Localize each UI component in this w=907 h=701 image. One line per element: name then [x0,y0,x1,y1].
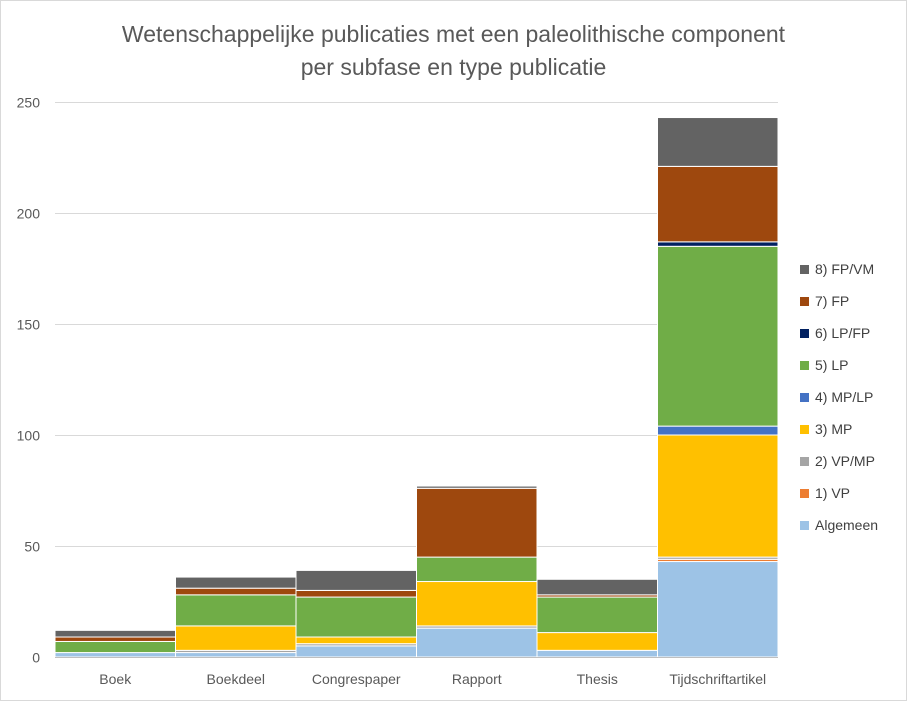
legend-item: 2) VP/MP [800,445,905,477]
legend-label: 3) MP [815,421,853,437]
bar-segment-congrespaper-7 [295,589,417,598]
bar-segment-rapport-7 [416,487,538,558]
legend-item: 5) LP [800,349,905,381]
legend-item: 6) LP/FP [800,317,905,349]
legend-swatch [800,424,809,434]
legend-label: 4) MP/LP [815,389,874,405]
bar-segment-rapport-8 [416,485,538,489]
legend-item: 3) MP [800,413,905,445]
legend-swatch [800,520,809,530]
bar-segment-congrespaper-5 [295,596,417,638]
y-tick-label-200: 200 [17,206,41,222]
legend-swatch [800,328,809,338]
legend-item: 1) VP [800,477,905,509]
bar-segment-tijdschriftartikel-7 [657,165,779,243]
bar-segment-thesis-8 [536,578,658,596]
legend-swatch [800,488,809,498]
legend-item: 4) MP/LP [800,381,905,413]
legend-item: Algemeen [800,509,905,541]
y-tick-label-50: 50 [24,539,40,555]
legend-label: 2) VP/MP [815,453,875,469]
bar-segment-boek-7 [54,636,176,642]
bar-segment-rapport-0 [416,627,538,658]
y-tick-label-150: 150 [17,317,41,333]
bar-segment-tijdschriftartikel-5 [657,245,779,427]
legend-swatch [800,392,809,402]
bar-segment-thesis-5 [536,596,658,634]
legend-label: Algemeen [815,517,879,533]
bar-segment-tijdschriftartikel-8 [657,117,779,167]
y-tick-label-0: 0 [32,650,40,666]
x-tick-label-rapport: Rapport [452,671,502,687]
bar-segment-boek-8 [54,629,176,638]
legend-swatch [800,296,809,306]
legend-label: 6) LP/FP [815,325,871,341]
bar-segment-boekdeel-8 [175,576,297,589]
bar-segment-boekdeel-0 [175,652,297,658]
chart-title-line-2: per subfase en type publicatie [300,54,607,80]
y-tick-label-250: 250 [17,95,41,111]
bar-segment-tijdschriftartikel-4 [657,425,779,436]
chart-title: Wetenschappelijke publicaties met een pa… [0,18,907,84]
x-tick-label-boek: Boek [99,671,132,687]
bar-segment-tijdschriftartikel-6 [657,241,779,247]
bar-segment-rapport-5 [416,556,538,583]
bar-segment-rapport-3 [416,581,538,627]
legend-label: 8) FP/VM [815,261,875,277]
bar-segment-boekdeel-5 [175,594,297,627]
bar-segment-tijdschriftartikel-0 [657,561,779,658]
x-tick-label-congrespaper: Congrespaper [312,671,401,687]
chart-legend: 8) FP/VM 7) FP 6) LP/FP 5) LP 4) MP/LP 3) MP 2… [800,253,905,541]
chart-title-line-1: Wetenschappelijke publicaties met een pa… [121,21,786,47]
bar-segment-congrespaper-0 [295,645,417,658]
bar-segment-thesis-0 [536,649,658,658]
bar-segment-boekdeel-7 [175,587,297,596]
bar-segment-boek-0 [54,652,176,658]
bar-segment-tijdschriftartikel-3 [657,434,779,558]
legend-swatch [800,264,809,274]
bar-segment-boekdeel-3 [175,625,297,651]
x-tick-label-thesis: Thesis [577,671,618,687]
bar-segment-congrespaper-3 [295,636,417,645]
legend-item: 7) FP [800,285,905,317]
bar-segment-boek-5 [54,640,176,654]
x-tick-label-tijdschriftartikel: Tijdschriftartikel [669,671,766,687]
legend-label: 1) VP [815,485,851,501]
legend-label: 5) LP [815,357,849,373]
y-tick-label-100: 100 [17,428,41,444]
legend-swatch [800,360,809,370]
legend-swatch [800,456,809,466]
x-tick-label-boekdeel: Boekdeel [207,671,265,687]
legend-item: 8) FP/VM [800,253,905,285]
legend-label: 7) FP [815,293,850,309]
bar-segment-thesis-3 [536,632,658,651]
bar-segment-congrespaper-8 [295,569,417,591]
